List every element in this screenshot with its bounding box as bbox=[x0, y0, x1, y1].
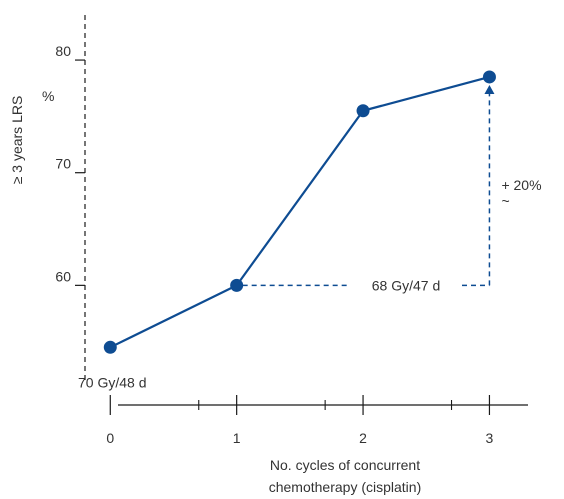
series-line bbox=[109, 75, 490, 349]
x-tick-label: 2 bbox=[359, 430, 367, 446]
x-axis-title-line-1: No. cycles of concurrent bbox=[270, 457, 420, 473]
y-axis-unit: % bbox=[42, 88, 54, 104]
data-point bbox=[356, 104, 370, 118]
reference-annotation-label: 68 Gy/47 d bbox=[372, 277, 441, 293]
x-tick-label: 0 bbox=[106, 430, 114, 446]
y-axis-title: ≥ 3 years LRS bbox=[9, 96, 25, 185]
x-axis-title-line-2: chemotherapy (cisplatin) bbox=[269, 479, 422, 495]
data-point bbox=[230, 278, 244, 292]
y-tick-group: 60 70 80 bbox=[55, 43, 85, 286]
series-group bbox=[103, 70, 496, 354]
gain-arrow-head bbox=[484, 84, 495, 94]
x-tick-group: 0 1 2 3 bbox=[106, 395, 494, 446]
gain-annotation-label: + 20% bbox=[501, 177, 541, 193]
x-tick-label: 3 bbox=[486, 430, 494, 446]
data-point bbox=[482, 70, 496, 84]
x-tick-label: 1 bbox=[233, 430, 241, 446]
y-tick-label: 80 bbox=[55, 43, 71, 59]
approx-symbol-label: ~ bbox=[501, 193, 509, 209]
data-point bbox=[103, 340, 117, 354]
y-tick-label: 70 bbox=[55, 156, 71, 172]
y-tick-label: 60 bbox=[55, 268, 71, 284]
start-annotation-label: 70 Gy/48 d bbox=[78, 374, 147, 390]
annotation-lines bbox=[242, 84, 495, 287]
